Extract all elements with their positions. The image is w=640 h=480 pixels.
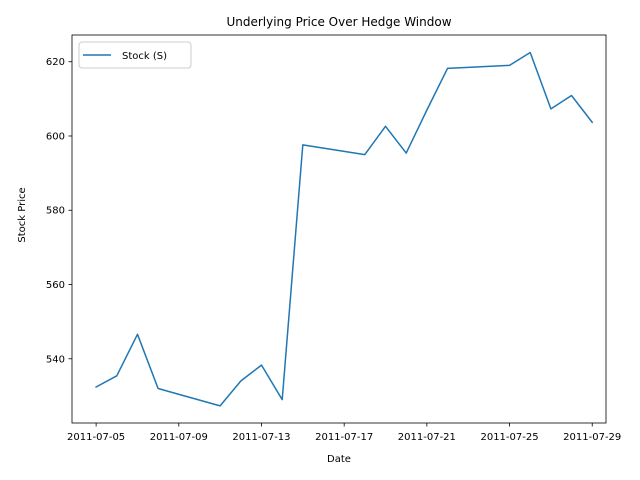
chart-title: Underlying Price Over Hedge Window bbox=[226, 15, 451, 29]
x-tick-label: 2011-07-17 bbox=[315, 432, 373, 443]
legend-label: Stock (S) bbox=[122, 51, 167, 62]
y-tick-label: 600 bbox=[46, 131, 65, 142]
series-line-0 bbox=[95, 51, 594, 407]
x-tick-label: 2011-07-09 bbox=[150, 432, 208, 443]
axes-frame bbox=[71, 34, 607, 424]
x-tick-label: 2011-07-05 bbox=[67, 432, 125, 443]
x-tick-label: 2011-07-25 bbox=[480, 432, 538, 443]
x-tick-label: 2011-07-29 bbox=[563, 432, 621, 443]
x-axis-label: Date bbox=[327, 454, 351, 465]
y-tick-label: 560 bbox=[46, 280, 65, 291]
y-axis-label: Stock Price bbox=[17, 187, 28, 242]
x-tick-label: 2011-07-21 bbox=[398, 432, 456, 443]
x-tick-label: 2011-07-13 bbox=[232, 432, 290, 443]
y-tick-label: 540 bbox=[46, 354, 65, 365]
legend-box bbox=[78, 41, 192, 69]
plot-area: 2011-07-05 2011-07-09 2011-07-13 2011-07-17… bbox=[46, 34, 621, 443]
y-tick-label: 580 bbox=[46, 206, 65, 217]
y-tick-label: 620 bbox=[46, 57, 65, 68]
